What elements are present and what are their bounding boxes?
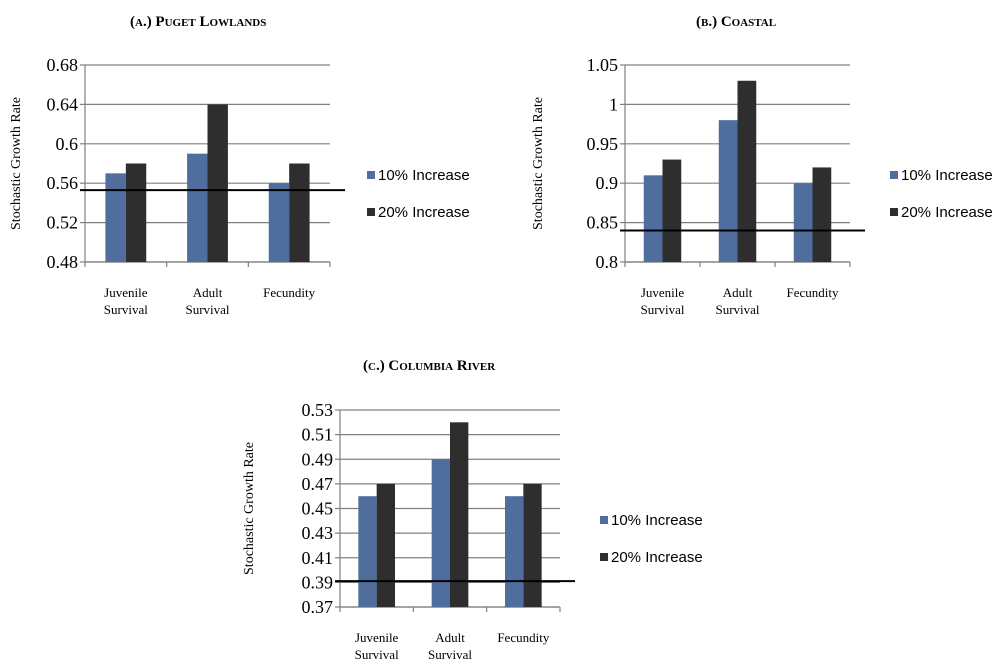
x-category-label: Survival [640, 302, 684, 317]
y-tick-label: 0.48 [47, 252, 79, 272]
y-tick-label: 0.85 [587, 213, 619, 233]
legend-swatch [367, 208, 375, 216]
bar [268, 183, 290, 262]
bar [105, 173, 126, 262]
bar [207, 104, 228, 263]
y-tick-label: 0.6 [56, 134, 79, 154]
legend-label: 20% Increase [901, 204, 993, 221]
chart-title: (c.) Columbia River [363, 358, 496, 374]
y-tick-label: 0.41 [302, 548, 334, 568]
x-category-label: Survival [185, 302, 229, 317]
x-category-label: Survival [715, 302, 759, 317]
y-tick-label: 0.95 [587, 134, 619, 154]
legend-label: 10% Increase [378, 167, 470, 184]
x-category-label: Fecundity [263, 285, 315, 300]
y-axis-label: Stochastic Growth Rate [531, 97, 546, 230]
y-tick-label: 0.37 [302, 597, 334, 617]
bar [450, 422, 469, 607]
bar [737, 80, 757, 262]
y-tick-label: 0.49 [302, 449, 334, 469]
bar [643, 175, 663, 262]
y-axis-label: Stochastic Growth Rate [9, 97, 24, 230]
bar [505, 496, 524, 607]
y-tick-label: 0.51 [302, 425, 334, 445]
y-tick-label: 0.64 [47, 94, 79, 114]
bar [793, 183, 813, 262]
x-category-label: Adult [435, 630, 465, 645]
legend-label: 20% Increase [611, 549, 703, 566]
y-axis-label: Stochastic Growth Rate [242, 442, 257, 575]
legend-swatch [367, 171, 375, 179]
y-tick-label: 0.47 [302, 474, 334, 494]
bar [523, 483, 542, 607]
y-tick-label: 0.52 [47, 213, 79, 233]
y-tick-label: 0.9 [596, 173, 619, 193]
bar [718, 120, 738, 262]
legend-label: 20% Increase [378, 204, 470, 221]
y-tick-label: 0.56 [47, 173, 79, 193]
chart-puget-lowlands: (a.) Puget Lowlands 0.48 0.52 0.56 0.6 0.64 0… [0, 0, 500, 330]
chart-b-svg: 0.8 0.85 0.9 0.95 1 1.05 Juvenile Survival Adult… [531, 55, 993, 317]
y-tick-label: 0.45 [302, 499, 334, 519]
legend-swatch [600, 553, 608, 561]
chart-title: (a.) Puget Lowlands [130, 14, 267, 30]
x-category-label: Adult [193, 285, 223, 300]
chart-columbia-river: (c.) Columbia River 0.37 0.39 0.41 0.43 0.45… [200, 350, 760, 666]
bar [662, 159, 682, 262]
x-category-label: Juvenile [355, 630, 399, 645]
x-category-label: Juvenile [641, 285, 685, 300]
legend-swatch [890, 208, 898, 216]
x-category-label: Survival [104, 302, 148, 317]
bar [125, 163, 147, 262]
bar [431, 459, 450, 607]
y-tick-label: 1.05 [587, 55, 619, 75]
y-tick-label: 0.8 [596, 252, 619, 272]
chart-title: (b.) Coastal [696, 14, 777, 30]
legend-label: 10% Increase [901, 167, 993, 184]
y-tick-label: 0.53 [302, 400, 334, 420]
y-tick-label: 0.43 [302, 523, 334, 543]
legend-swatch [600, 516, 608, 524]
x-category-label: Adult [723, 285, 753, 300]
bar [812, 167, 832, 262]
bar [187, 153, 208, 262]
legend-swatch [890, 171, 898, 179]
bar [358, 496, 377, 607]
y-tick-label: 1 [609, 94, 618, 114]
chart-c-svg: 0.37 0.39 0.41 0.43 0.45 0.47 0.49 0.51 0.53 Juve… [242, 400, 703, 662]
y-tick-label: 0.68 [47, 55, 79, 75]
legend-label: 10% Increase [611, 512, 703, 529]
chart-a-svg: 0.48 0.52 0.56 0.6 0.64 0.68 Juvenile Survival A… [9, 55, 470, 317]
x-category-label: Survival [428, 647, 472, 662]
bar [376, 483, 395, 607]
x-category-label: Survival [355, 647, 399, 662]
x-category-label: Fecundity [787, 285, 839, 300]
chart-coastal: (b.) Coastal 0.8 0.85 0.9 0.95 1 1.05 Juvenile… [500, 0, 1007, 330]
y-tick-label: 0.39 [302, 572, 334, 592]
bar [289, 163, 310, 262]
x-category-label: Fecundity [497, 630, 549, 645]
x-category-label: Juvenile [104, 285, 148, 300]
